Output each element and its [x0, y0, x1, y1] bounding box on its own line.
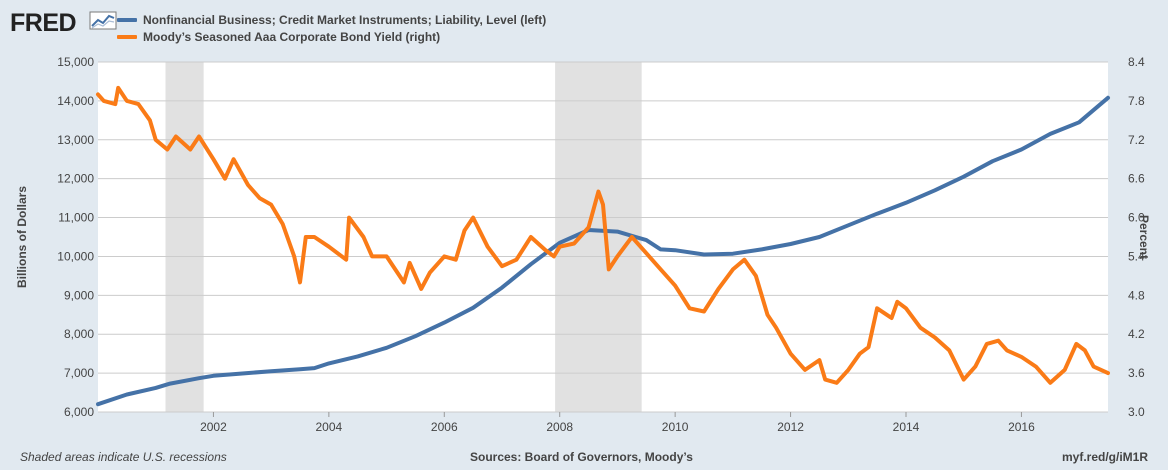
y-right-tick-label: 4.8: [1128, 288, 1145, 302]
fred-logo-graph-icon: [89, 11, 117, 30]
legend-swatch-orange: [117, 35, 137, 39]
fred-logo-text: FRED: [10, 9, 76, 36]
y-right-tick-label: 6.0: [1128, 211, 1145, 225]
x-tick-label: 2008: [546, 420, 573, 434]
y-right-tick-label: 7.8: [1128, 94, 1145, 108]
y-left-tick-label: 7,000: [64, 366, 94, 380]
y-left-tick-label: 9,000: [64, 288, 94, 302]
legend-swatch-blue: [117, 18, 137, 22]
y-left-axis-title: Billions of Dollars: [15, 186, 29, 288]
y-left-tick-label: 15,000: [57, 55, 94, 69]
x-tick-label: 2012: [777, 420, 804, 434]
y-left-tick-label: 11,000: [58, 211, 94, 225]
x-tick-label: 2006: [431, 420, 458, 434]
y-left-tick-label: 8,000: [64, 327, 94, 341]
y-right-tick-label: 3.6: [1128, 366, 1145, 380]
series-line-aaa-bond-yield: [96, 85, 1110, 385]
recession-band-0: [165, 62, 204, 412]
y-right-tick-label: 3.0: [1128, 405, 1145, 419]
y-left-tick-label: 10,000: [57, 249, 94, 263]
y-left-tick-label: 12,000: [57, 172, 94, 186]
x-tick-label: 2004: [316, 420, 343, 434]
fred-logo: FRED: [10, 9, 117, 36]
y-right-tick-label: 7.2: [1128, 133, 1145, 147]
y-right-tick-label: 5.4: [1128, 249, 1145, 263]
legend-label-right-series: Moody’s Seasoned Aaa Corporate Bond Yiel…: [143, 30, 441, 44]
footer-short-url: myf.red/g/iM1R: [1061, 450, 1148, 464]
y-left-tick-label: 14,000: [57, 94, 94, 108]
x-tick-label: 2014: [893, 420, 920, 434]
legend-item-left-series: Nonfinancial Business; Credit Market Ins…: [117, 13, 546, 27]
y-right-tick-label: 8.4: [1128, 55, 1145, 69]
footer-recession-note: Shaded areas indicate U.S. recessions: [20, 450, 227, 464]
x-tick-label: 2002: [200, 420, 227, 434]
y-left-tick-label: 6,000: [64, 405, 94, 419]
footer-sources: Sources: Board of Governors, Moody’s: [470, 450, 693, 464]
x-tick-label: 2010: [662, 420, 689, 434]
y-right-axis-title: Percent: [1137, 215, 1151, 259]
x-tick-label: 2016: [1008, 420, 1035, 434]
legend-item-right-series: Moody’s Seasoned Aaa Corporate Bond Yiel…: [117, 30, 440, 44]
y-right-tick-label: 4.2: [1128, 327, 1145, 341]
legend-label-left-series: Nonfinancial Business; Credit Market Ins…: [143, 13, 547, 27]
y-left-tick-label: 13,000: [57, 133, 94, 147]
y-right-tick-label: 6.6: [1128, 172, 1145, 186]
